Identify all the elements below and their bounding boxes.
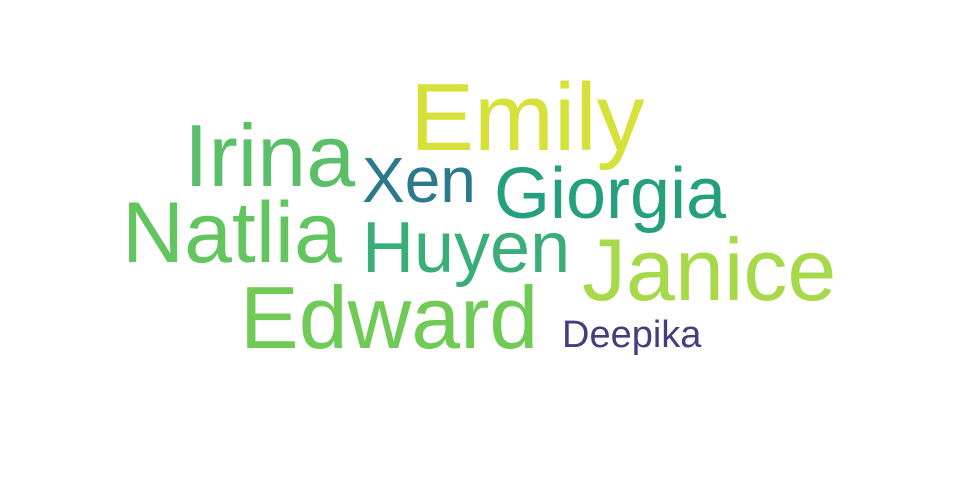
word-giorgia: Giorgia bbox=[494, 154, 727, 234]
word-janice: Janice bbox=[582, 220, 837, 319]
word-huyen: Huyen bbox=[362, 208, 571, 288]
word-irina: Irina bbox=[184, 106, 356, 205]
word-xen: Xen bbox=[362, 144, 476, 216]
word-edward: Edward bbox=[240, 268, 539, 367]
word-emily: Emily bbox=[410, 64, 645, 171]
word-natlia: Natlia bbox=[122, 185, 342, 281]
word-deepika: Deepika bbox=[562, 314, 702, 356]
